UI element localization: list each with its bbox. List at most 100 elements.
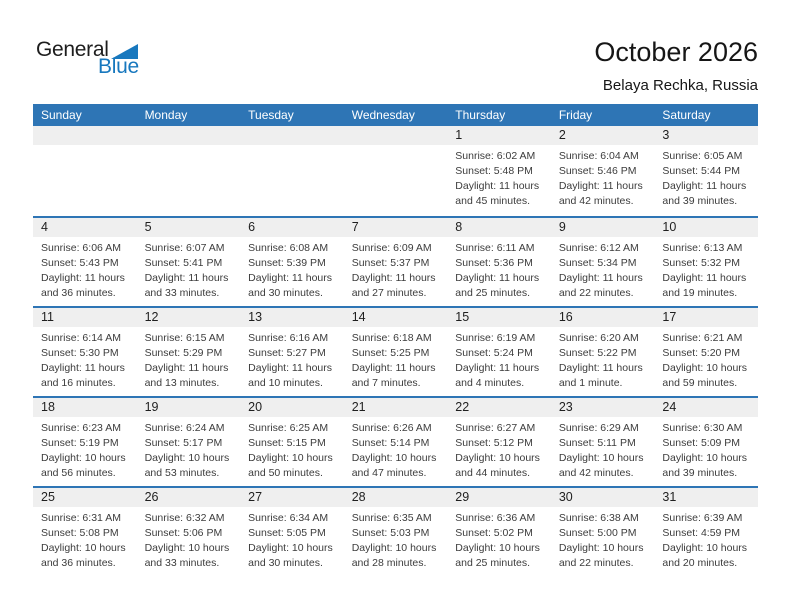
day-details: Sunrise: 6:25 AM Sunset: 5:15 PM Dayligh… [240,417,344,481]
day-cell [343,126,448,216]
day-cell: 28 Sunrise: 6:35 AM Sunset: 5:03 PM Dayl… [343,488,448,576]
day-cell: 22 Sunrise: 6:27 AM Sunset: 5:12 PM Dayl… [447,398,551,486]
day-details: Sunrise: 6:29 AM Sunset: 5:11 PM Dayligh… [551,417,655,481]
day-details: Sunrise: 6:16 AM Sunset: 5:27 PM Dayligh… [240,327,344,391]
sunset-text: Sunset: 5:17 PM [144,437,223,449]
daylight-text: Daylight: 11 hours and 25 minutes. [455,272,540,299]
daylight-text: Daylight: 11 hours and 1 minute. [558,362,643,389]
sunset-text: Sunset: 5:12 PM [455,437,533,449]
day-cell: 20 Sunrise: 6:25 AM Sunset: 5:15 PM Dayl… [240,398,344,486]
day-number: 10 [654,218,758,237]
daylight-text: Daylight: 10 hours and 22 minutes. [558,542,644,569]
sunset-text: Sunset: 5:24 PM [455,347,533,359]
daylight-text: Daylight: 11 hours and 10 minutes. [248,362,332,389]
day-cell: 27 Sunrise: 6:34 AM Sunset: 5:05 PM Dayl… [240,488,344,576]
day-details: Sunrise: 6:20 AM Sunset: 5:22 PM Dayligh… [551,327,655,391]
daylight-text: Daylight: 11 hours and 39 minutes. [662,180,747,207]
sunset-text: Sunset: 5:44 PM [662,165,741,177]
weekday-label-tuesday: Tuesday [248,108,294,122]
sunrise-text: Sunrise: 6:34 AM [248,512,329,524]
sunset-text: Sunset: 5:37 PM [351,257,430,269]
general-blue-logo: General Blue [36,38,139,79]
day-number: 9 [550,218,655,237]
daylight-text: Daylight: 11 hours and 42 minutes. [558,180,643,207]
day-number: 2 [550,126,655,145]
page-title: October 2026 [594,37,758,67]
day-cell: 30 Sunrise: 6:38 AM Sunset: 5:00 PM Dayl… [550,488,655,576]
sunrise-text: Sunrise: 6:27 AM [455,422,536,434]
sunset-text: Sunset: 5:39 PM [248,257,326,269]
sunrise-text: Sunrise: 6:08 AM [248,242,329,254]
sunrise-text: Sunrise: 6:11 AM [455,242,535,254]
daylight-text: Daylight: 10 hours and 33 minutes. [144,542,230,569]
sunrise-text: Sunrise: 6:19 AM [455,332,536,344]
week-row: 1 Sunrise: 6:02 AM Sunset: 5:48 PM Dayli… [33,126,758,216]
day-number: 5 [136,218,241,237]
sunset-text: Sunset: 5:20 PM [662,347,741,359]
day-details: Sunrise: 6:23 AM Sunset: 5:19 PM Dayligh… [33,417,137,481]
day-details: Sunrise: 6:26 AM Sunset: 5:14 PM Dayligh… [344,417,448,481]
weekday-label-saturday: Saturday [662,108,711,122]
day-details: Sunrise: 6:07 AM Sunset: 5:41 PM Dayligh… [137,237,241,301]
day-details: Sunrise: 6:14 AM Sunset: 5:30 PM Dayligh… [33,327,137,391]
day-details: Sunrise: 6:32 AM Sunset: 5:06 PM Dayligh… [137,507,241,571]
day-cell: 4 Sunrise: 6:06 AM Sunset: 5:43 PM Dayli… [33,218,137,306]
sunset-text: Sunset: 5:27 PM [248,347,326,359]
day-cell: 2 Sunrise: 6:04 AM Sunset: 5:46 PM Dayli… [550,126,655,216]
daylight-text: Daylight: 10 hours and 28 minutes. [351,542,437,569]
day-cell: 23 Sunrise: 6:29 AM Sunset: 5:11 PM Dayl… [550,398,655,486]
day-cell [240,126,344,216]
sunrise-text: Sunrise: 6:13 AM [662,242,743,254]
day-cell: 14 Sunrise: 6:18 AM Sunset: 5:25 PM Dayl… [343,308,448,396]
day-cell: 16 Sunrise: 6:20 AM Sunset: 5:22 PM Dayl… [550,308,655,396]
sunrise-text: Sunrise: 6:14 AM [41,332,121,344]
daylight-text: Daylight: 10 hours and 47 minutes. [351,452,437,479]
week-row: 25 Sunrise: 6:31 AM Sunset: 5:08 PM Dayl… [33,486,758,576]
daylight-text: Daylight: 11 hours and 16 minutes. [41,362,125,389]
day-number [33,126,137,145]
daylight-text: Daylight: 11 hours and 45 minutes. [455,180,540,207]
day-details: Sunrise: 6:06 AM Sunset: 5:43 PM Dayligh… [33,237,137,301]
day-details: Sunrise: 6:31 AM Sunset: 5:08 PM Dayligh… [33,507,137,571]
sunset-text: Sunset: 5:29 PM [144,347,223,359]
day-number: 18 [33,398,137,417]
day-cell: 5 Sunrise: 6:07 AM Sunset: 5:41 PM Dayli… [136,218,241,306]
day-number: 17 [654,308,758,327]
day-details: Sunrise: 6:38 AM Sunset: 5:00 PM Dayligh… [551,507,655,571]
weekday-label-thursday: Thursday [455,108,506,122]
sunrise-text: Sunrise: 6:29 AM [558,422,639,434]
sunset-text: Sunset: 4:59 PM [662,527,741,539]
day-number: 8 [447,218,551,237]
day-number: 21 [343,398,448,417]
day-cell: 1 Sunrise: 6:02 AM Sunset: 5:48 PM Dayli… [447,126,551,216]
day-number: 11 [33,308,137,327]
sunset-text: Sunset: 5:34 PM [558,257,637,269]
day-details: Sunrise: 6:08 AM Sunset: 5:39 PM Dayligh… [240,237,344,301]
day-number: 14 [343,308,448,327]
sunrise-text: Sunrise: 6:24 AM [144,422,225,434]
daylight-text: Daylight: 11 hours and 7 minutes. [351,362,436,389]
day-details: Sunrise: 6:39 AM Sunset: 4:59 PM Dayligh… [654,507,758,571]
logo-triangle-icon [110,44,138,59]
sunset-text: Sunset: 5:09 PM [662,437,741,449]
daylight-text: Daylight: 10 hours and 39 minutes. [662,452,748,479]
sunrise-text: Sunrise: 6:06 AM [41,242,121,254]
sunrise-text: Sunrise: 6:36 AM [455,512,536,524]
daylight-text: Daylight: 10 hours and 20 minutes. [662,542,748,569]
day-details: Sunrise: 6:35 AM Sunset: 5:03 PM Dayligh… [344,507,448,571]
sunrise-text: Sunrise: 6:26 AM [351,422,432,434]
day-number: 16 [550,308,655,327]
day-details: Sunrise: 6:18 AM Sunset: 5:25 PM Dayligh… [344,327,448,391]
day-number: 3 [654,126,758,145]
week-row: 4 Sunrise: 6:06 AM Sunset: 5:43 PM Dayli… [33,216,758,306]
calendar: Sunday Monday Tuesday Wednesday Thursday… [33,104,758,576]
sunset-text: Sunset: 5:08 PM [41,527,119,539]
day-cell: 6 Sunrise: 6:08 AM Sunset: 5:39 PM Dayli… [240,218,344,306]
sunset-text: Sunset: 5:05 PM [248,527,326,539]
day-cell [33,126,137,216]
week-row: 18 Sunrise: 6:23 AM Sunset: 5:19 PM Dayl… [33,396,758,486]
sunrise-text: Sunrise: 6:32 AM [144,512,225,524]
weekday-label-friday: Friday [558,108,593,122]
daylight-text: Daylight: 11 hours and 22 minutes. [558,272,643,299]
sunrise-text: Sunrise: 6:12 AM [558,242,639,254]
